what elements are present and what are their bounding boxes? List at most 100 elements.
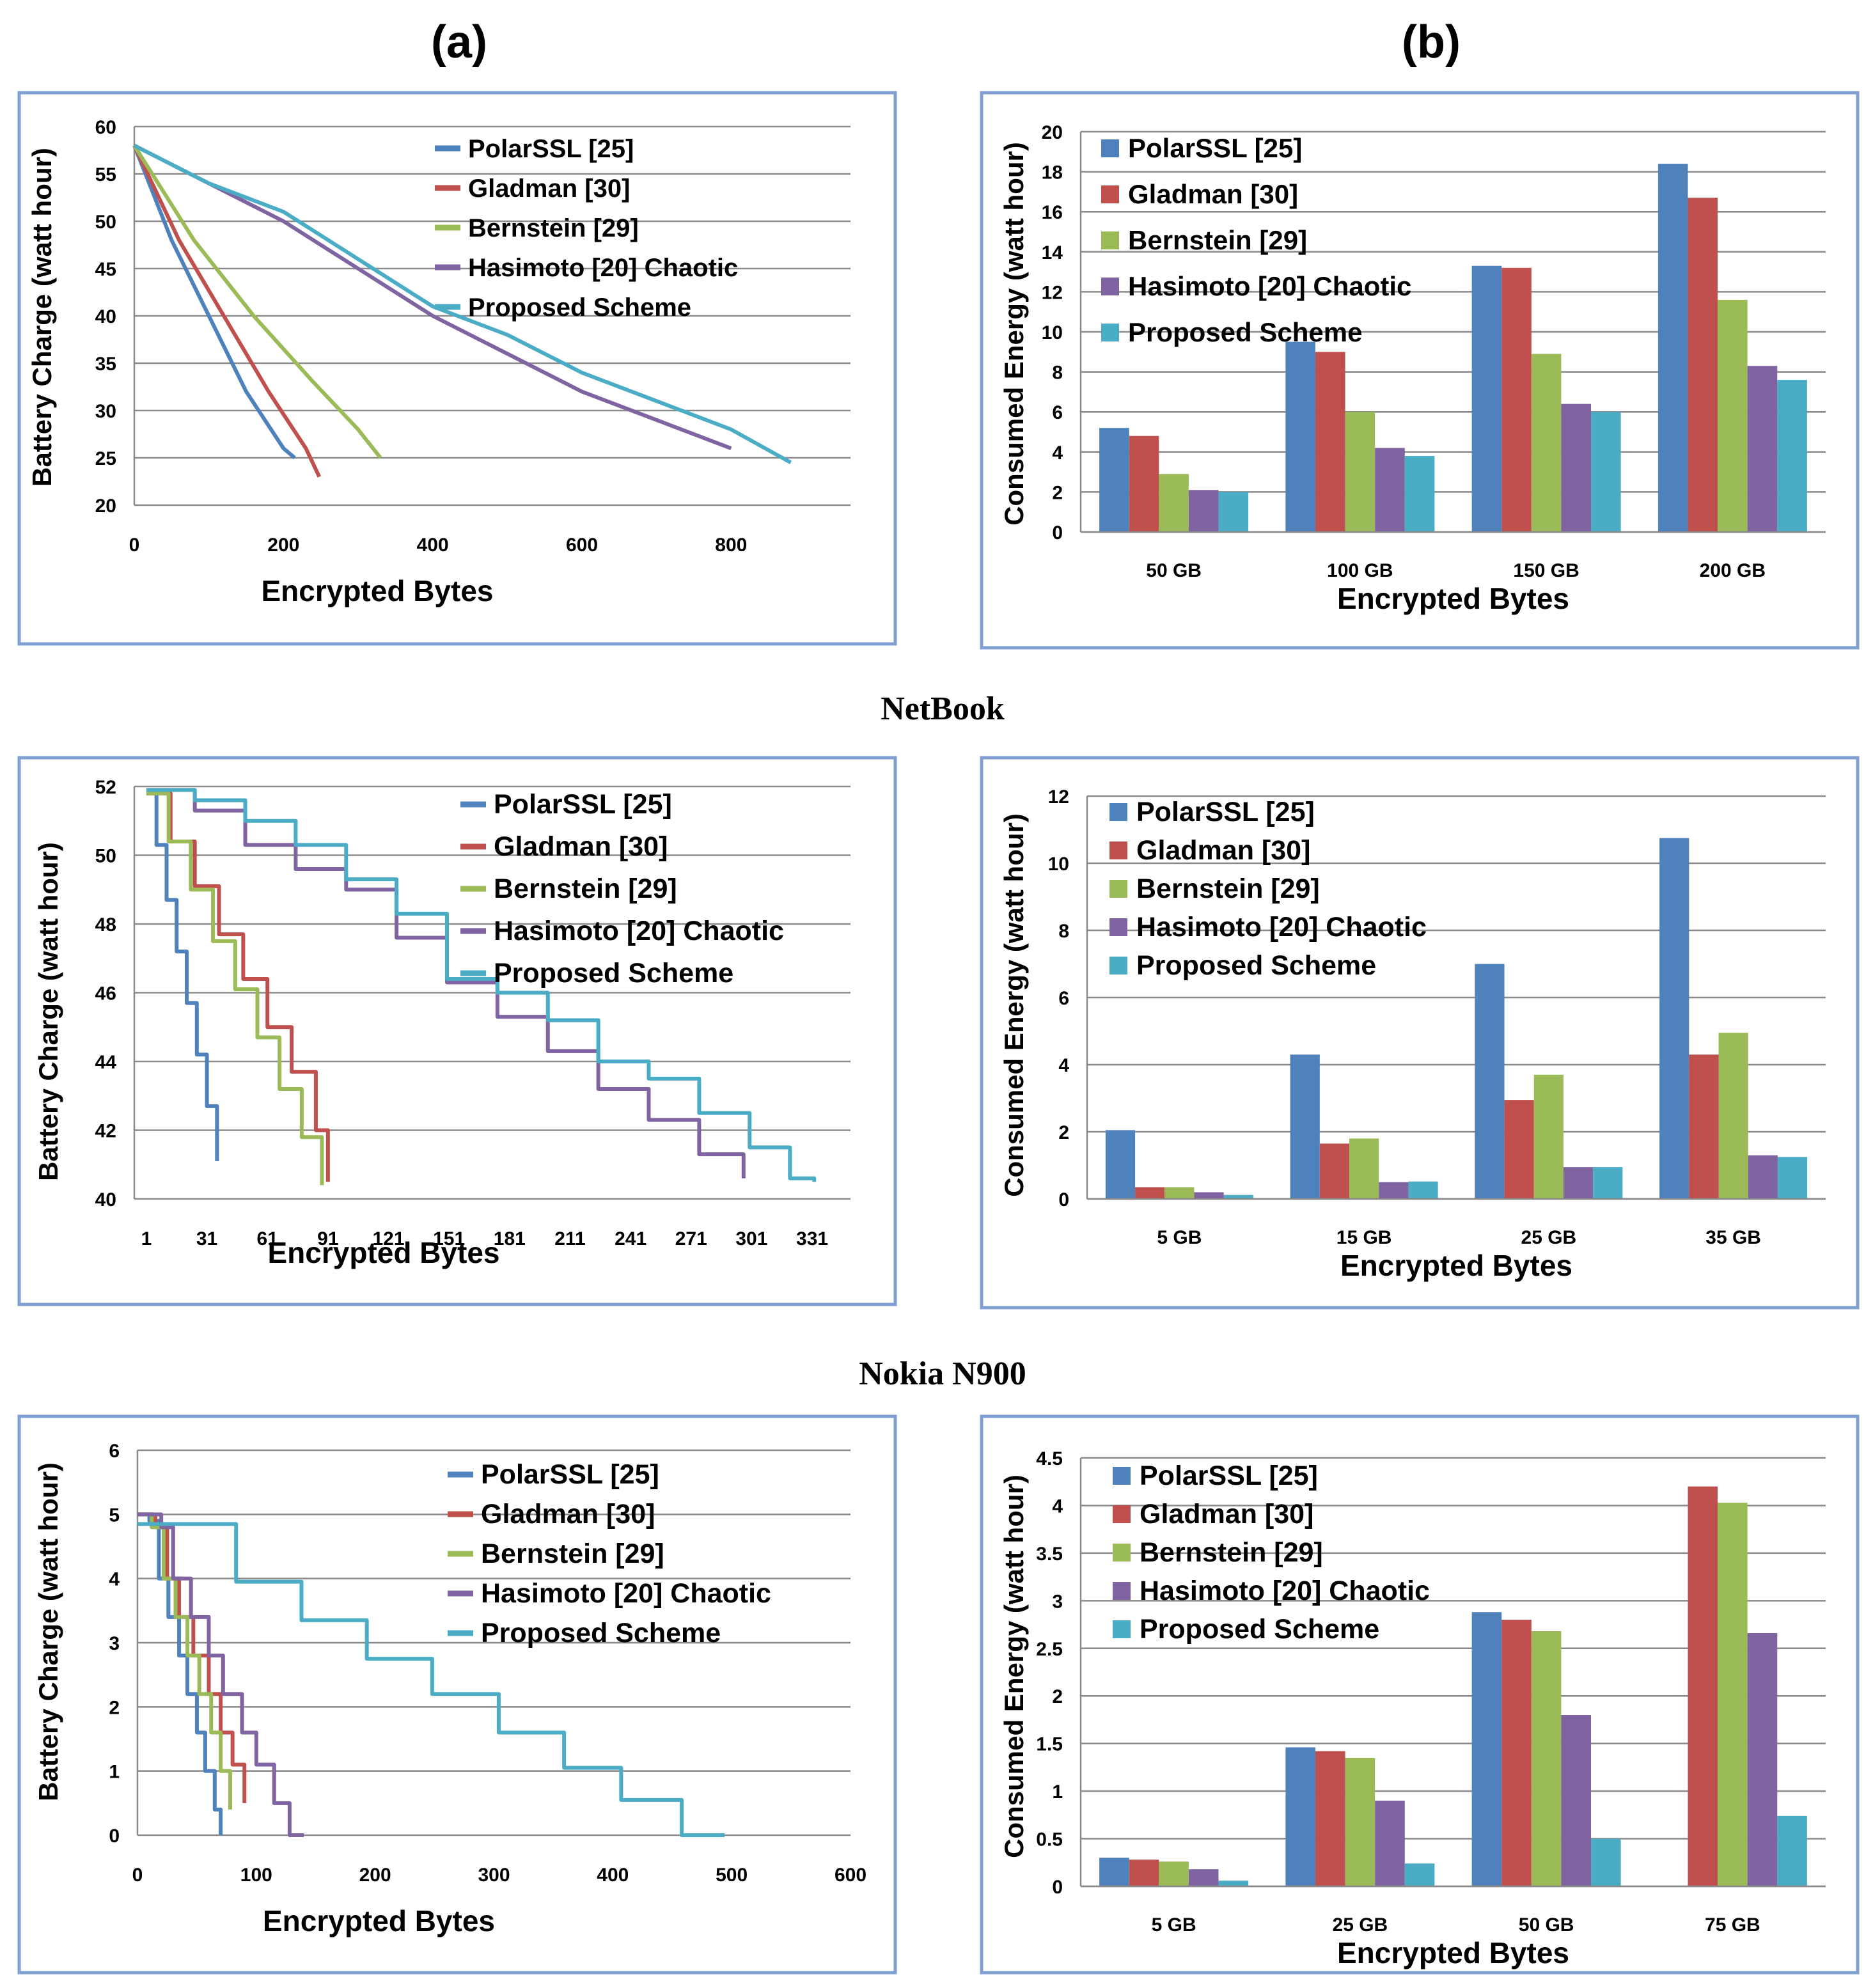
series-line-1 xyxy=(146,791,219,1161)
y-tick-label: 5 xyxy=(109,1505,120,1526)
legend-swatch-3 xyxy=(1109,880,1127,898)
bar-5-15gb xyxy=(1408,1181,1438,1199)
bar-3-50gb xyxy=(1531,1631,1562,1886)
bar-5-35gb xyxy=(1777,1157,1808,1199)
bar-3-15gb xyxy=(1349,1138,1379,1199)
legend-label-2: Gladman [30] xyxy=(494,831,668,862)
legend-label-5: Proposed Scheme xyxy=(468,294,691,322)
x-tick-label: 75 GB xyxy=(1705,1914,1760,1936)
bar-4-5gb xyxy=(1188,1869,1219,1886)
bar-1-100gb xyxy=(1285,341,1315,532)
y-tick-label: 6 xyxy=(1052,402,1063,423)
bar-5-75gb xyxy=(1777,1815,1807,1886)
bar-4-35gb xyxy=(1748,1155,1778,1199)
bar-2-25gb xyxy=(1504,1100,1534,1199)
y-tick-label: 3 xyxy=(1052,1591,1063,1612)
x-tick-label: 50 GB xyxy=(1519,1914,1574,1936)
y-tick-label: 10 xyxy=(1042,322,1063,343)
bar-5-150gb xyxy=(1591,412,1621,532)
series-line-4 xyxy=(133,143,732,451)
x-tick-label: 61 xyxy=(257,1228,278,1249)
legend-swatch-4 xyxy=(1101,278,1119,295)
y-tick-label: 12 xyxy=(1048,787,1069,808)
y-tick-label: 4 xyxy=(1052,1496,1063,1517)
y-tick-label: 3 xyxy=(109,1633,120,1654)
legend-label-3: Bernstein [29] xyxy=(1140,1537,1323,1568)
device-title-nokia: Nokia N900 xyxy=(859,1356,1026,1392)
chart-bar_row2: 0 2 4 6 8 10 12 Consumed Energy (watt hour) 5 GB… xyxy=(980,756,1860,1310)
bar-4-100gb xyxy=(1375,448,1405,532)
y-tick-label: 8 xyxy=(1058,921,1069,942)
x-tick-label: 0 xyxy=(129,535,140,556)
bar-4-25gb xyxy=(1563,1167,1594,1199)
bar-5-25gb xyxy=(1593,1167,1623,1199)
bar-2-100gb xyxy=(1315,352,1345,532)
x-tick-label: 31 xyxy=(196,1228,217,1249)
bar-4-150gb xyxy=(1561,403,1592,532)
column-title-a: (a) xyxy=(431,17,487,68)
y-tick-label: 48 xyxy=(95,914,116,935)
y-tick-label: 0 xyxy=(1052,522,1063,544)
x-axis-label: Encrypted Bytes xyxy=(1337,1936,1569,1969)
bar-3-35gb xyxy=(1718,1033,1748,1199)
y-tick-label: 0 xyxy=(1052,1877,1063,1898)
y-tick-label: 60 xyxy=(95,117,116,138)
legend-label-4: Hasimoto [20] Chaotic xyxy=(468,254,738,282)
x-tick-label: 241 xyxy=(615,1228,647,1249)
y-tick-label: 2 xyxy=(1058,1122,1069,1143)
y-tick-label: 52 xyxy=(95,777,116,798)
bar-1-25gb xyxy=(1285,1747,1315,1886)
x-tick-label: 400 xyxy=(597,1865,629,1886)
x-tick-label: 121 xyxy=(372,1228,404,1249)
bar-5-200gb xyxy=(1777,380,1807,532)
y-tick-label: 4 xyxy=(1058,1055,1069,1076)
bar-3-50gb xyxy=(1159,474,1189,532)
chart-line_row1: 20 25 30 35 40 45 50 55 60 Battery Charge (watt h… xyxy=(17,91,897,646)
bar-2-15gb xyxy=(1319,1143,1350,1199)
y-tick-label: 55 xyxy=(95,164,116,185)
x-tick-label: 35 GB xyxy=(1705,1227,1761,1248)
y-tick-label: 1 xyxy=(1052,1781,1063,1803)
y-tick-label: 20 xyxy=(1042,122,1063,143)
legend-label-4: Hasimoto [20] Chaotic xyxy=(494,916,784,946)
x-tick-label: 800 xyxy=(715,535,747,556)
bar-1-150gb xyxy=(1471,265,1502,532)
x-tick-label: 181 xyxy=(494,1228,526,1249)
legend-label-5: Proposed Scheme xyxy=(1128,317,1362,347)
legend-label-2: Gladman [30] xyxy=(1136,835,1310,866)
legend-label-2: Gladman [30] xyxy=(1140,1499,1313,1530)
x-tick-label: 400 xyxy=(417,535,449,556)
x-tick-label: 500 xyxy=(716,1865,748,1886)
column-title-b: (b) xyxy=(1402,17,1461,68)
legend-label-5: Proposed Scheme xyxy=(494,958,733,989)
y-tick-label: 0 xyxy=(109,1826,120,1847)
y-axis-label: Consumed Energy (watt hour) xyxy=(999,142,1029,526)
series-line-5 xyxy=(137,1522,725,1837)
bar-5-50gb xyxy=(1218,492,1249,532)
legend-label-1: PolarSSL [25] xyxy=(1128,133,1302,163)
legend-label-5: Proposed Scheme xyxy=(1136,950,1376,981)
y-tick-label: 2 xyxy=(109,1697,120,1718)
bar-5-100gb xyxy=(1404,456,1435,532)
x-axis-label: Encrypted Bytes xyxy=(1337,582,1569,615)
y-tick-label: 46 xyxy=(95,983,116,1005)
y-tick-label: 2.5 xyxy=(1036,1639,1063,1660)
legend-label-2: Gladman [30] xyxy=(1128,179,1298,209)
y-tick-label: 14 xyxy=(1042,242,1063,263)
x-tick-label: 151 xyxy=(433,1228,465,1249)
y-tick-label: 12 xyxy=(1042,282,1063,303)
bar-2-200gb xyxy=(1688,198,1718,532)
y-tick-label: 1 xyxy=(109,1762,120,1783)
bar-1-35gb xyxy=(1659,838,1689,1199)
bar-3-25gb xyxy=(1533,1074,1563,1199)
x-axis-label: Encrypted Bytes xyxy=(263,1904,495,1937)
y-tick-label: 42 xyxy=(95,1121,116,1142)
series-line-3 xyxy=(146,791,324,1186)
y-tick-label: 20 xyxy=(95,496,116,517)
y-axis-label: Consumed Energy (watt hour) xyxy=(999,1475,1029,1858)
y-tick-label: 16 xyxy=(1042,202,1063,223)
legend-label-1: PolarSSL [25] xyxy=(1136,797,1315,827)
x-axis-label: Encrypted Bytes xyxy=(267,1236,499,1269)
x-axis-label: Encrypted Bytes xyxy=(261,574,493,607)
x-tick-label: 331 xyxy=(796,1228,828,1249)
